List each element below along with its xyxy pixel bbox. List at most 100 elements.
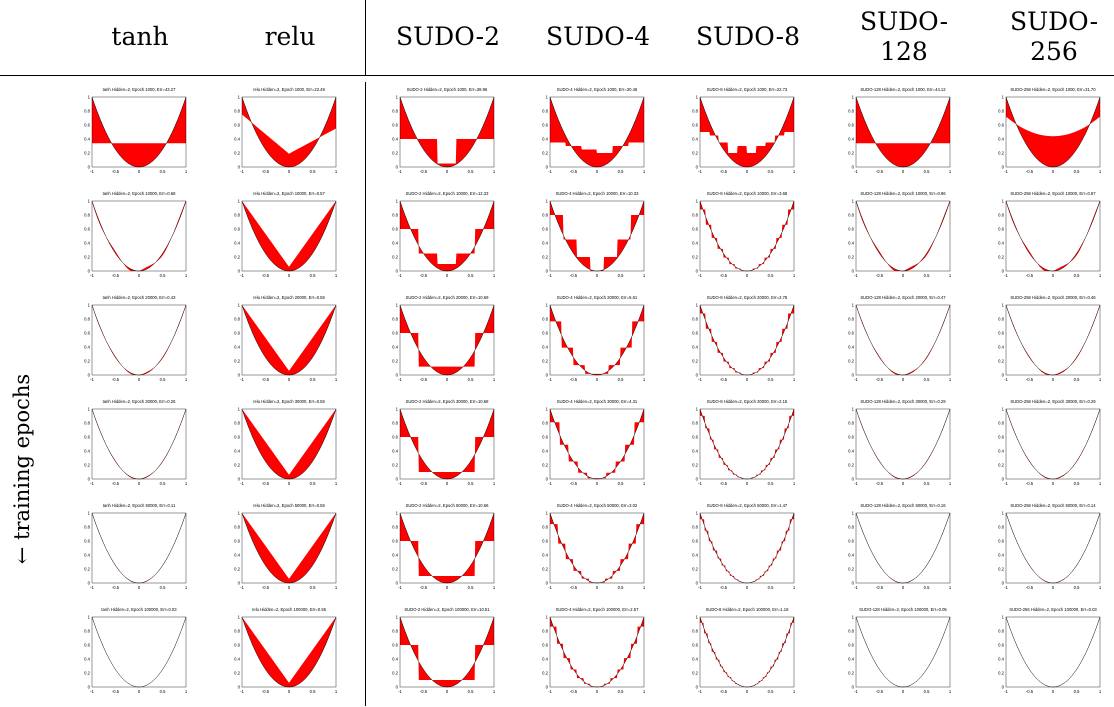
panel-sudo8-epoch-10000: SUDO-8 Hidden=2, Epoch 10000, Err=3.68 -1… (692, 191, 796, 278)
x-tick-label: 0 (446, 481, 449, 486)
target-curve (699, 200, 795, 272)
y-tick-label: 0 (396, 269, 399, 274)
x-tick-label: -0.5 (570, 273, 578, 278)
error-area (92, 201, 186, 271)
axes-frame (241, 408, 337, 480)
y-tick-label: 0.6 (998, 435, 1004, 440)
x-tick-label: 1 (643, 481, 646, 486)
error-area (400, 513, 494, 583)
y-tick-label: 1 (88, 95, 91, 100)
y-tick-label: 0 (238, 581, 241, 586)
x-tick-label: 1 (493, 273, 496, 278)
y-tick-label: 0.8 (84, 525, 90, 530)
error-area (1006, 513, 1100, 583)
x-tick-label: 0 (446, 273, 449, 278)
x-tick-label: -1 (90, 585, 94, 590)
y-tick-label: 0.4 (998, 345, 1004, 350)
y-tick-label: 0.8 (234, 109, 240, 114)
error-area (550, 201, 644, 271)
y-tick-label: 0 (852, 373, 855, 378)
axes-frame (855, 408, 951, 480)
x-tick-label: -1 (548, 585, 552, 590)
panel-title: SUDO-8 Hidden=2, Epoch 100000, Err=1.16 (706, 607, 790, 612)
panel-tanh-epoch-10000: tanh Hidden=2, Epoch 10000, Err=0.68 -1 -0… (84, 191, 188, 278)
x-tick-label: -1 (1004, 481, 1008, 486)
y-tick-label: 0.4 (84, 657, 90, 662)
y-tick-label: 1 (696, 407, 699, 412)
y-tick-label: 0.6 (234, 643, 240, 648)
x-tick-label: -0.5 (420, 377, 428, 382)
x-tick-label: -0.5 (876, 377, 884, 382)
y-tick-label: 0.6 (692, 539, 698, 544)
y-tick-label: 0 (1002, 373, 1005, 378)
y-tick-label: 0 (1002, 165, 1005, 170)
y-tick-label: 1 (238, 511, 241, 516)
target-curve (855, 200, 951, 272)
axes-frame (399, 96, 495, 168)
x-tick-label: 1 (335, 481, 338, 486)
panel-tanh-epoch-1000: tanh Hidden=2, Epoch 1000, Err=43.27 -1 -0… (84, 87, 188, 174)
error-area (1006, 305, 1100, 375)
y-tick-label: 0.4 (692, 241, 698, 246)
y-tick-label: 0.2 (848, 567, 854, 572)
panel-title: SUDO-8 Hidden=2, Epoch 20000, Err=2.78 (707, 295, 788, 300)
y-tick-label: 0.2 (84, 255, 90, 260)
y-tick-label: 0.4 (84, 241, 90, 246)
axes-frame (549, 200, 645, 272)
x-tick-label: 0.5 (468, 169, 474, 174)
panel-sudo128-epoch-50000: SUDO-128 Hidden=2, Epoch 50000, Err=0.16… (848, 503, 952, 590)
error-area (856, 97, 950, 167)
x-tick-label: 0 (902, 585, 905, 590)
y-tick-label: 0.8 (848, 525, 854, 530)
target-curve (855, 304, 951, 376)
error-area (242, 513, 336, 583)
x-tick-label: 1 (185, 169, 188, 174)
y-tick-label: 0.2 (542, 567, 548, 572)
panel-sudo128-epoch-100000: SUDO-128 Hidden=2, Epoch 100000, Err=0.0… (848, 607, 952, 694)
target-curve (91, 408, 187, 480)
panel-title: SUDO-8 Hidden=2, Epoch 10000, Err=3.68 (707, 191, 788, 196)
x-tick-label: -0.5 (570, 377, 578, 382)
y-tick-label: 1 (546, 303, 549, 308)
y-tick-label: 0.2 (998, 463, 1004, 468)
x-tick-label: 0 (596, 377, 599, 382)
x-tick-label: -0.5 (262, 169, 270, 174)
y-tick-label: 0.8 (692, 421, 698, 426)
target-curve (549, 304, 645, 376)
y-tick-label: 0.2 (692, 463, 698, 468)
y-tick-label: 0.4 (848, 137, 854, 142)
x-tick-label: -0.5 (1026, 169, 1034, 174)
x-tick-label: 0 (596, 585, 599, 590)
y-tick-label: 0.8 (848, 317, 854, 322)
y-tick-label: 0.2 (542, 463, 548, 468)
y-tick-label: 0.8 (234, 525, 240, 530)
y-tick-label: 0.8 (392, 109, 398, 114)
y-tick-label: 0.2 (998, 671, 1004, 676)
error-area (400, 97, 494, 167)
axes-frame (699, 616, 795, 688)
y-tick-label: 0.6 (84, 435, 90, 440)
x-tick-label: -0.5 (570, 169, 578, 174)
y-tick-label: 0.4 (234, 553, 240, 558)
panel-title: SUDO-128 Hidden=2, Epoch 20000, Err=0.47 (860, 295, 946, 300)
x-tick-label: 1 (493, 481, 496, 486)
panel-title: SUDO-8 Hidden=2, Epoch 30000, Err=2.15 (707, 399, 788, 404)
y-tick-label: 1 (396, 615, 399, 620)
x-tick-label: -0.5 (420, 481, 428, 486)
panel-relu-epoch-10000: relu Hidden=2, Epoch 10000, Err=0.57 -1 -0… (234, 191, 338, 278)
x-tick-label: -1 (698, 377, 702, 382)
y-tick-label: 0.6 (542, 643, 548, 648)
x-tick-label: 0.5 (468, 689, 474, 694)
y-tick-label: 0 (238, 373, 241, 378)
y-tick-label: 0 (396, 477, 399, 482)
x-tick-label: 0.5 (618, 689, 624, 694)
x-tick-label: -0.5 (876, 273, 884, 278)
x-tick-label: -1 (398, 377, 402, 382)
error-area (1006, 97, 1100, 167)
y-tick-label: 0 (238, 269, 241, 274)
y-tick-label: 0.6 (542, 539, 548, 544)
column-header-tanh: tanh (111, 22, 169, 51)
x-tick-label: 0 (138, 273, 141, 278)
x-tick-label: -1 (548, 689, 552, 694)
y-tick-label: 0 (852, 269, 855, 274)
